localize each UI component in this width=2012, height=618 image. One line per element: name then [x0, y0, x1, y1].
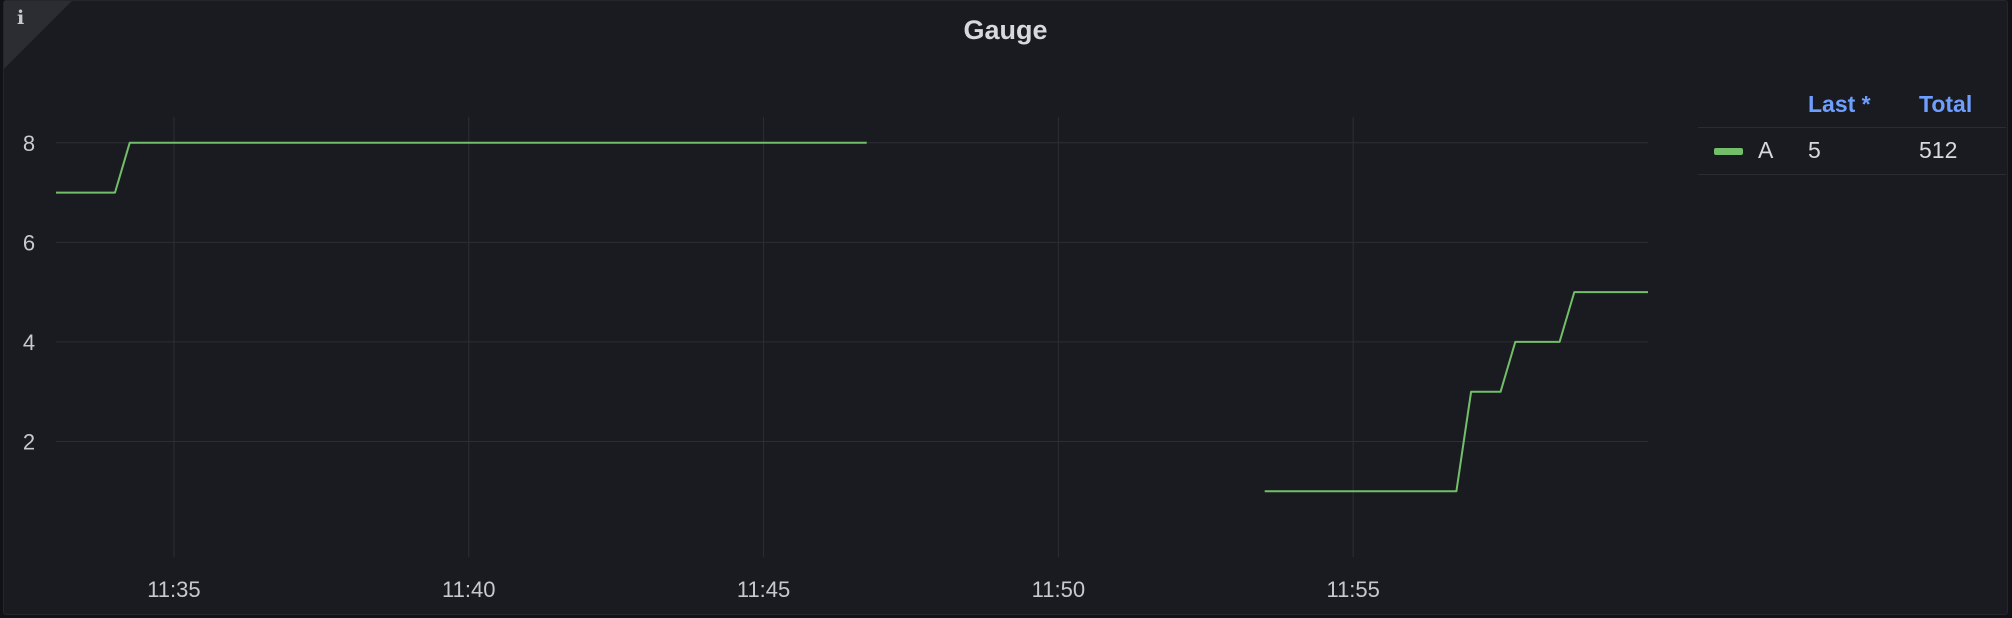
chart: 2 4 6 8 11:35 11:40 11:45 11:50 11:55: [23, 117, 1648, 602]
x-tick-label: 11:45: [737, 577, 790, 602]
panel-title[interactable]: Gauge: [963, 15, 1048, 45]
legend-series-name[interactable]: A: [1758, 137, 1774, 163]
x-tick-label: 11:40: [442, 577, 495, 602]
panel-info-button[interactable]: i: [4, 1, 72, 69]
series-color-swatch[interactable]: [1714, 148, 1743, 155]
y-tick-label: 2: [23, 429, 35, 454]
legend-row-a[interactable]: A 5 512: [1698, 128, 2006, 175]
legend-total-value: 512: [1919, 137, 1958, 163]
panel: i Gauge 2 4 6 8 11:35 11:40 11:45 11:50 11:55 L…: [3, 0, 2008, 615]
info-icon: i: [17, 7, 25, 29]
x-tick-label: 11:55: [1326, 577, 1379, 602]
y-tick-label: 8: [23, 131, 35, 156]
legend: Last * Total A 5 512: [1698, 89, 2006, 175]
legend-last-value: 5: [1808, 137, 1821, 163]
y-tick-label: 4: [23, 330, 35, 355]
y-tick-label: 6: [23, 230, 35, 255]
legend-header: Last * Total: [1698, 89, 2006, 128]
x-tick-label: 11:35: [147, 577, 200, 602]
series-line-a: [1264, 291, 1648, 493]
series-line-a: [56, 141, 867, 194]
x-tick-label: 11:50: [1032, 577, 1085, 602]
legend-header-total[interactable]: Total: [1919, 91, 1973, 117]
legend-header-last[interactable]: Last *: [1808, 91, 1871, 117]
